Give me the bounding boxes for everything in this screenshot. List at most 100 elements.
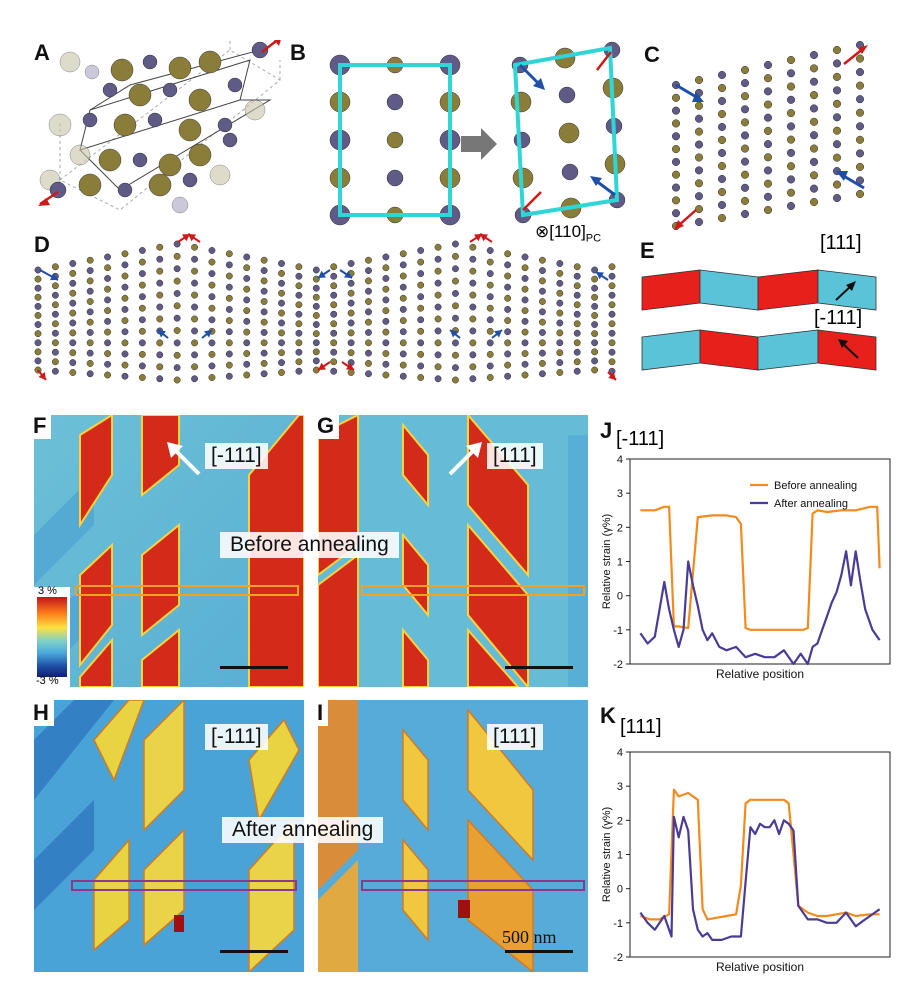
atom — [295, 301, 303, 309]
atom — [121, 250, 129, 258]
atom — [740, 79, 750, 88]
atom — [809, 157, 819, 166]
atom — [208, 350, 216, 358]
atom — [591, 357, 599, 365]
white-arrow-f — [167, 442, 201, 476]
atom — [763, 60, 773, 70]
atom — [278, 279, 285, 287]
atom — [225, 261, 233, 269]
atom — [469, 303, 477, 311]
atom — [717, 213, 727, 223]
atom — [694, 101, 704, 110]
atom — [162, 82, 178, 98]
panel-d-superlattice — [34, 233, 617, 384]
atom — [86, 298, 94, 305]
atom — [434, 279, 442, 287]
atom — [694, 205, 704, 214]
atom — [51, 282, 59, 290]
atom — [86, 318, 94, 326]
series-line-before — [640, 505, 881, 631]
atom — [417, 281, 425, 289]
atom — [82, 112, 98, 128]
atom — [138, 374, 146, 381]
atom — [717, 96, 727, 106]
atom — [469, 375, 477, 383]
atom — [347, 309, 355, 317]
panel-label-a: A — [34, 40, 50, 65]
atom — [102, 82, 118, 98]
panel-label-f: F — [28, 413, 52, 439]
atom — [434, 327, 442, 335]
atom — [591, 266, 599, 274]
atom — [347, 329, 355, 337]
atom — [138, 327, 146, 335]
atom — [809, 197, 819, 207]
atom — [521, 307, 529, 315]
atom — [538, 308, 546, 316]
atom — [717, 200, 727, 210]
atom — [225, 372, 233, 380]
line-profile-box-f — [75, 585, 299, 596]
atom — [51, 310, 59, 318]
atom-group — [39, 41, 269, 214]
atom — [763, 179, 773, 188]
atom — [330, 320, 338, 328]
atom — [399, 294, 407, 302]
atom — [608, 301, 616, 309]
domain-row-top — [641, 269, 877, 311]
atom — [608, 329, 616, 337]
atom — [110, 58, 134, 82]
atom — [556, 349, 564, 357]
atom — [260, 359, 268, 367]
atom — [365, 298, 372, 305]
atom — [173, 302, 181, 310]
atom — [69, 359, 77, 367]
atom — [809, 50, 819, 60]
cell-after — [510, 41, 626, 224]
atom — [330, 348, 338, 356]
atom — [69, 349, 77, 357]
panel-label-h: H — [28, 700, 54, 726]
atom — [171, 196, 189, 214]
atom — [104, 360, 112, 368]
atom — [671, 132, 681, 141]
legend-label: Before annealing — [774, 480, 857, 492]
atom — [386, 93, 404, 111]
atom — [832, 113, 842, 122]
atom — [740, 196, 750, 205]
atom — [855, 149, 865, 158]
atom — [469, 327, 477, 335]
atom — [156, 267, 164, 275]
domain-label-top: [111] — [820, 232, 862, 254]
scalebar-i — [505, 950, 573, 953]
atom — [417, 304, 425, 312]
atom — [312, 266, 320, 274]
atom — [173, 290, 181, 297]
atom — [86, 349, 94, 357]
atom — [243, 275, 251, 282]
atom — [694, 179, 704, 188]
y-tick-label: -2 — [613, 659, 623, 671]
atom — [86, 277, 94, 285]
atom — [832, 86, 842, 95]
atom — [78, 173, 102, 197]
atom — [86, 287, 94, 295]
atom — [434, 375, 442, 383]
atom — [86, 267, 94, 275]
atom — [138, 247, 146, 254]
atom — [486, 327, 494, 335]
atom — [717, 83, 727, 93]
atom — [556, 279, 564, 287]
atom — [69, 339, 77, 347]
atom — [178, 118, 202, 142]
atom — [786, 82, 796, 91]
direction-label: ⊗[110]PC — [535, 222, 601, 244]
atom — [538, 267, 546, 275]
superlattice-arrows — [37, 233, 617, 381]
atom — [434, 243, 442, 251]
atom — [138, 258, 146, 266]
atom — [295, 320, 303, 328]
atom — [452, 351, 459, 359]
atom — [671, 106, 681, 115]
atom — [121, 339, 129, 347]
